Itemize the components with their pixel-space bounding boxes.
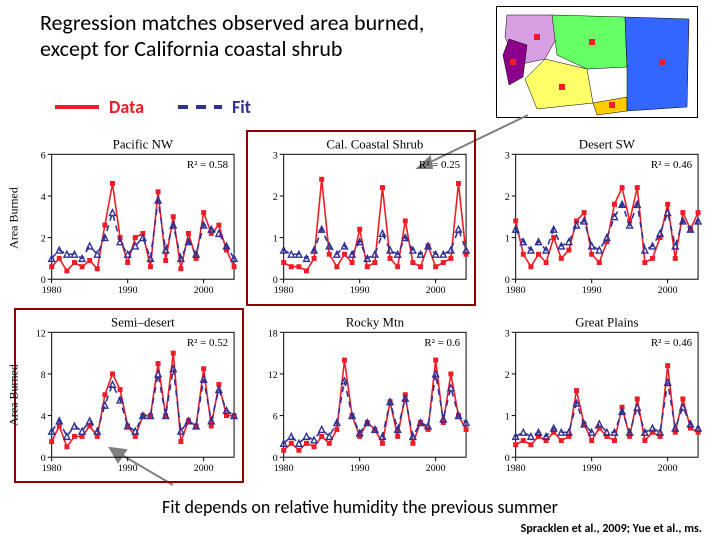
svg-text:2: 2 [505, 369, 510, 380]
svg-text:1980: 1980 [506, 285, 526, 296]
slide-title: Regression matches observed area burned,… [40, 10, 460, 63]
svg-text:2: 2 [41, 234, 46, 245]
svg-text:12: 12 [36, 328, 46, 339]
svg-text:2: 2 [273, 192, 278, 203]
panel-title: Cal. Coastal Shrub [326, 137, 423, 151]
fit-line [52, 200, 234, 258]
panel-grid: Area BurnedPacific NWR² = 0.580246198019… [14, 130, 708, 476]
legend-fit-label: Fit [232, 96, 251, 118]
r-squared-label: R² = 0.52 [187, 337, 228, 349]
svg-text:18: 18 [268, 328, 278, 339]
y-axis-label: Area Burned [7, 187, 22, 249]
map-svg [497, 7, 697, 117]
map-marker [609, 102, 615, 108]
svg-text:1990: 1990 [350, 463, 370, 474]
panel-svg: Rocky MtnR² = 0.6061218198019902000 [248, 310, 474, 482]
svg-text:2: 2 [505, 192, 510, 203]
svg-text:1990: 1990 [582, 285, 602, 296]
svg-text:2000: 2000 [426, 285, 446, 296]
panel-svg: Great PlainsR² = 0.460123198019902000 [480, 310, 706, 482]
svg-text:12: 12 [268, 369, 278, 380]
svg-text:6: 6 [41, 150, 46, 161]
svg-text:4: 4 [41, 192, 46, 203]
map-marker [534, 34, 540, 40]
svg-text:1: 1 [505, 411, 510, 422]
svg-text:1980: 1980 [274, 285, 294, 296]
r-squared-label: R² = 0.58 [187, 159, 229, 171]
r-squared-label: R² = 0.46 [651, 337, 693, 349]
panel-1: Cal. Coastal ShrubR² = 0.250123198019902… [246, 130, 476, 306]
panel-5: Great PlainsR² = 0.460123198019902000 [478, 308, 708, 484]
panel-3: Area BurnedSemi–desertR² = 0.52048121980… [14, 308, 244, 484]
legend-data-label: Data [109, 96, 144, 118]
legend-fit-line [178, 105, 222, 109]
svg-text:2000: 2000 [194, 285, 214, 296]
caption: Fit depends on relative humidity the pre… [0, 496, 720, 518]
panel-title: Pacific NW [113, 137, 174, 151]
panel-svg: Cal. Coastal ShrubR² = 0.250123198019902… [248, 132, 474, 304]
panel-svg: Semi–desertR² = 0.5204812198019902000 [16, 310, 242, 482]
svg-text:1980: 1980 [42, 285, 62, 296]
fit-line [284, 229, 466, 258]
panel-0: Area BurnedPacific NWR² = 0.580246198019… [14, 130, 244, 306]
map-marker [589, 39, 595, 45]
svg-text:1980: 1980 [42, 463, 62, 474]
fit-line [52, 368, 234, 436]
region-map [496, 6, 698, 118]
svg-text:1990: 1990 [350, 285, 370, 296]
panel-4: Rocky MtnR² = 0.6061218198019902000 [246, 308, 476, 484]
svg-text:2000: 2000 [194, 463, 214, 474]
svg-text:1990: 1990 [582, 463, 602, 474]
panel-svg: Pacific NWR² = 0.580246198019902000 [16, 132, 242, 304]
svg-text:3: 3 [505, 150, 510, 161]
svg-text:3: 3 [273, 150, 278, 161]
map-marker [559, 84, 565, 90]
r-squared-label: R² = 0.46 [651, 159, 693, 171]
map-marker [659, 59, 665, 65]
svg-text:1: 1 [273, 234, 278, 245]
svg-text:1980: 1980 [274, 463, 294, 474]
svg-text:1990: 1990 [118, 463, 138, 474]
svg-text:1: 1 [505, 234, 510, 245]
legend-data-line [55, 105, 99, 109]
map-marker [510, 59, 516, 65]
svg-text:4: 4 [41, 411, 46, 422]
panel-title: Semi–desert [111, 315, 175, 329]
legend: Data Fit [55, 96, 251, 118]
slide: Regression matches observed area burned,… [0, 0, 720, 540]
r-squared-label: R² = 0.25 [419, 159, 461, 171]
panel-svg: Desert SWR² = 0.460123198019902000 [480, 132, 706, 304]
svg-text:8: 8 [41, 369, 46, 380]
svg-text:2000: 2000 [658, 463, 678, 474]
svg-text:1990: 1990 [118, 285, 138, 296]
svg-text:1980: 1980 [506, 463, 526, 474]
svg-text:3: 3 [505, 328, 510, 339]
svg-text:2000: 2000 [658, 285, 678, 296]
panel-title: Desert SW [579, 137, 636, 151]
svg-text:6: 6 [273, 411, 278, 422]
panel-2: Desert SWR² = 0.460123198019902000 [478, 130, 708, 306]
r-squared-label: R² = 0.6 [424, 337, 460, 349]
map-region-great-plains [625, 17, 689, 111]
y-axis-label: Area Burned [7, 364, 22, 426]
panel-title: Rocky Mtn [346, 315, 405, 329]
svg-text:2000: 2000 [426, 463, 446, 474]
data-line [284, 360, 466, 450]
citation: Spracklen et al., 2009; Yue et al., ms. [521, 522, 702, 536]
panel-title: Great Plains [575, 315, 638, 329]
